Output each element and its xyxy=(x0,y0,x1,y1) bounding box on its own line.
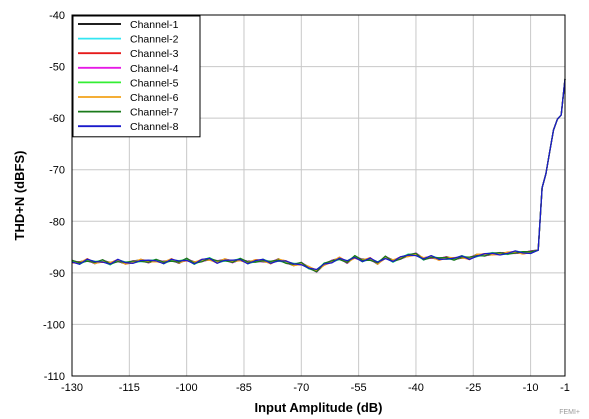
legend-label: Channel-2 xyxy=(130,34,179,46)
legend-label: Channel-6 xyxy=(130,92,179,104)
legend-label: Channel-7 xyxy=(130,107,179,119)
figure-id-label: FEMI+ xyxy=(559,409,580,416)
y-axis-label: THD+N (dBFS) xyxy=(12,151,27,241)
legend-label: Channel-8 xyxy=(130,121,179,133)
x-tick-label: -55 xyxy=(351,382,367,394)
y-tick-label: -100 xyxy=(43,319,65,331)
x-tick-label: -130 xyxy=(61,382,83,394)
x-axis-label: Input Amplitude (dB) xyxy=(254,400,382,415)
legend-label: Channel-5 xyxy=(130,77,179,89)
legend-label: Channel-3 xyxy=(130,48,179,60)
y-tick-label: -60 xyxy=(49,113,65,125)
series-line-channel-8 xyxy=(71,78,566,271)
x-tick-label: -115 xyxy=(119,382,140,394)
series-lines xyxy=(71,78,566,273)
x-tick-label: -85 xyxy=(236,382,252,394)
legend-label: Channel-1 xyxy=(130,19,179,31)
y-tick-label: -70 xyxy=(49,165,65,177)
legend: Channel-1 Channel-2 Channel-3 Channel-4 Chan… xyxy=(72,15,201,138)
legend-box xyxy=(72,15,201,138)
y-tick-label: -80 xyxy=(49,216,65,228)
x-tick-label: -10 xyxy=(523,382,539,394)
x-tick-label: -70 xyxy=(293,382,309,394)
y-tick-label: -110 xyxy=(44,371,65,383)
y-tick-label: -40 xyxy=(49,10,65,22)
y-tick-labels: -40 -50 -60 -70 -80 -90 -100 -110 xyxy=(43,10,65,383)
x-tick-label: -40 xyxy=(408,382,424,394)
x-tick-label: -25 xyxy=(465,382,481,394)
x-tick-labels: -130 -115 -100 -85 -70 -55 -40 -25 -10 -1 xyxy=(61,382,570,394)
y-tick-label: -90 xyxy=(49,268,65,280)
legend-label: Channel-4 xyxy=(130,63,179,75)
x-tick-label: -1 xyxy=(560,382,570,394)
x-tick-label: -100 xyxy=(176,382,198,394)
y-tick-label: -50 xyxy=(49,62,65,74)
plot-frame xyxy=(71,14,566,377)
